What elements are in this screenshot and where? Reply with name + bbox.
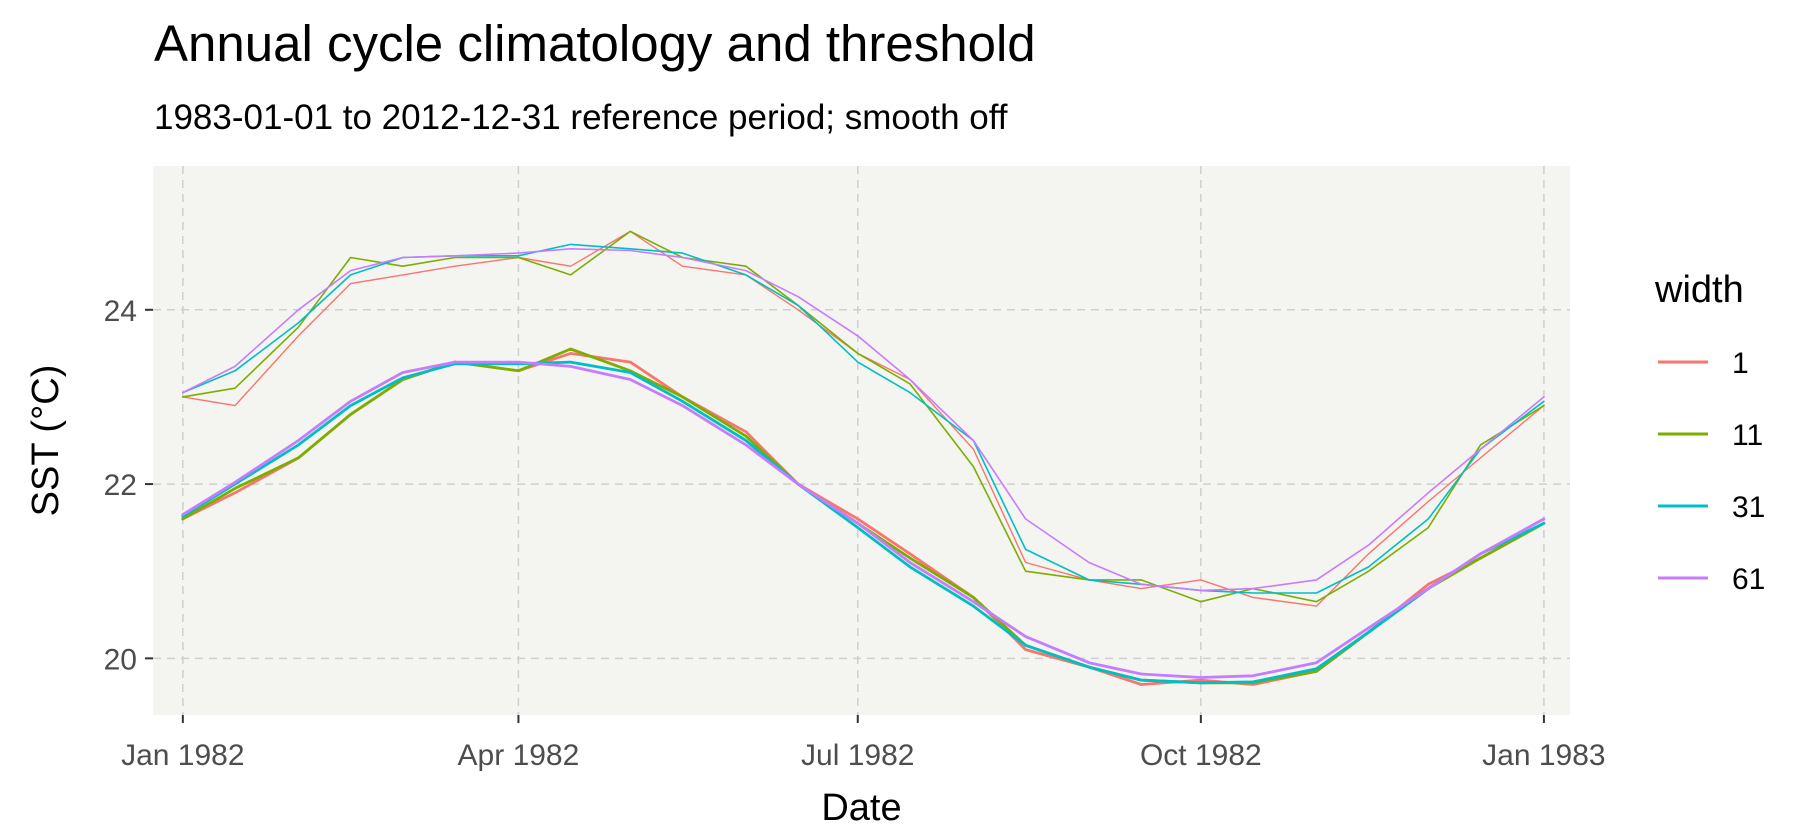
climatology-line-width-31 <box>181 360 1546 685</box>
y-tick-label-2: 24 <box>104 295 137 328</box>
legend-label-11: 11 <box>1732 419 1763 452</box>
x-tick-label-3: Oct 1982 <box>1140 739 1262 772</box>
chart-subtitle: 1983-01-01 to 2012-12-31 reference perio… <box>154 98 1008 137</box>
x-tick-label-4: Jan 1983 <box>1482 739 1605 772</box>
threshold-line-width-61 <box>182 248 1545 592</box>
x-axis-title: Date <box>821 787 901 829</box>
y-axis-title: SST (°C) <box>25 365 67 517</box>
legend-title: width <box>1654 269 1744 311</box>
threshold-line-width-11 <box>182 230 1545 603</box>
y-tick-label-1: 22 <box>104 469 137 502</box>
x-tick-label-0: Jan 1982 <box>121 739 244 772</box>
x-tick-label-2: Jul 1982 <box>801 739 914 772</box>
climatology-line-width-61 <box>181 360 1546 679</box>
chart-title: Annual cycle climatology and threshold <box>154 15 1036 72</box>
x-tick-label-1: Apr 1982 <box>458 739 580 772</box>
y-tick-label-0: 20 <box>104 643 137 676</box>
legend-label-31: 31 <box>1732 491 1765 524</box>
legend-label-61: 61 <box>1732 563 1765 596</box>
legend-label-1: 1 <box>1732 347 1749 380</box>
plot-panel <box>153 166 1570 715</box>
